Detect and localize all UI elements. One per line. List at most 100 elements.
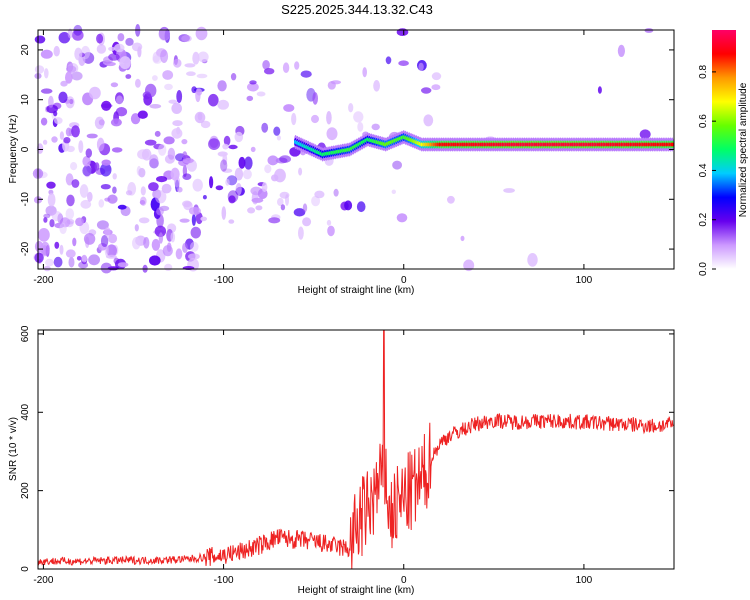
noise-blob	[192, 178, 203, 192]
noise-blob	[54, 117, 63, 125]
noise-blob	[164, 263, 173, 271]
noise-blob	[89, 86, 101, 100]
noise-blob	[192, 51, 200, 65]
noise-blob	[63, 137, 71, 144]
noise-blob	[45, 205, 57, 216]
noise-blob	[326, 219, 332, 226]
noise-blob	[182, 173, 192, 180]
x-tick-label: 0	[401, 575, 407, 586]
noise-blob	[34, 241, 44, 253]
noise-blob	[228, 219, 235, 224]
noise-blob	[51, 211, 63, 222]
noise-blob	[79, 184, 89, 198]
noise-blob	[431, 72, 442, 81]
noise-blob	[423, 114, 434, 127]
noise-blob	[160, 49, 169, 63]
noise-blob	[114, 43, 125, 53]
noise-blob	[261, 122, 269, 133]
noise-blob	[385, 56, 392, 65]
noise-blob	[168, 99, 178, 104]
noise-blob	[198, 30, 204, 39]
noise-blob	[279, 155, 291, 163]
noise-blob	[105, 254, 117, 259]
noise-blob	[170, 167, 180, 181]
noise-blob	[195, 212, 203, 225]
noise-blob	[234, 167, 244, 181]
noise-blob	[373, 80, 380, 92]
noise-blob	[300, 70, 312, 78]
noise-blob	[217, 80, 227, 92]
y-tick-label: -20	[20, 241, 31, 256]
noise-blob	[302, 203, 308, 213]
noise-blob	[78, 140, 84, 154]
noise-blob	[283, 104, 295, 112]
noise-blob	[170, 232, 176, 243]
noise-blob	[298, 167, 303, 176]
noise-blob	[54, 241, 60, 249]
noise-blob	[138, 217, 150, 224]
noise-blob	[82, 156, 91, 167]
spectrogram-noise	[32, 24, 654, 274]
noise-blob	[137, 46, 142, 58]
noise-blob	[597, 86, 602, 94]
noise-blob	[96, 33, 104, 44]
noise-blob	[100, 235, 109, 247]
colorbar-tick-label: 0.2	[698, 212, 709, 226]
noise-blob	[138, 167, 146, 178]
noise-blob	[273, 126, 281, 136]
noise-blob	[135, 78, 141, 88]
noise-blob	[46, 104, 58, 114]
noise-blob	[40, 88, 53, 94]
spectrogram-y-label: Frequency (Hz)	[8, 115, 19, 184]
noise-blob	[71, 71, 83, 81]
noise-blob	[371, 123, 380, 131]
noise-blob	[137, 149, 150, 160]
noise-blob	[251, 191, 259, 205]
noise-blob	[67, 63, 79, 74]
noise-blob	[195, 88, 201, 103]
noise-blob	[173, 58, 182, 68]
noise-blob	[167, 147, 176, 160]
noise-blob	[43, 213, 51, 219]
noise-blob	[176, 90, 183, 103]
noise-blob	[65, 249, 76, 258]
noise-blob	[247, 207, 256, 214]
noise-blob	[38, 228, 50, 242]
noise-blob	[225, 178, 230, 186]
noise-blob	[162, 245, 173, 257]
noise-blob	[222, 143, 229, 150]
noise-blob	[100, 262, 112, 274]
noise-blob	[200, 120, 211, 129]
noise-blob	[65, 173, 74, 186]
noise-blob	[208, 138, 221, 151]
noise-blob	[145, 83, 157, 98]
noise-blob	[293, 208, 306, 217]
noise-blob	[326, 127, 338, 141]
noise-blob	[58, 32, 71, 44]
noise-blob	[87, 191, 93, 202]
noise-blob	[267, 155, 279, 166]
noise-blob	[108, 233, 118, 244]
noise-blob	[47, 192, 56, 207]
noise-blob	[362, 67, 368, 78]
noise-blob	[158, 232, 164, 244]
noise-blob	[137, 110, 148, 119]
noise-blob	[156, 207, 164, 216]
noise-blob	[59, 131, 64, 140]
noise-blob	[202, 195, 207, 200]
y-tick-label: 600	[20, 325, 31, 342]
noise-blob	[86, 133, 98, 139]
noise-blob	[98, 119, 105, 126]
noise-blob	[140, 186, 146, 196]
noise-blob	[164, 83, 173, 91]
noise-blob	[261, 182, 268, 193]
noise-blob	[230, 73, 237, 81]
noise-blob	[66, 218, 75, 225]
noise-blob	[127, 182, 137, 196]
noise-blob	[162, 70, 174, 80]
noise-blob	[108, 53, 120, 61]
noise-blob	[115, 107, 128, 117]
noise-blob	[110, 118, 122, 127]
noise-blob	[274, 168, 286, 183]
